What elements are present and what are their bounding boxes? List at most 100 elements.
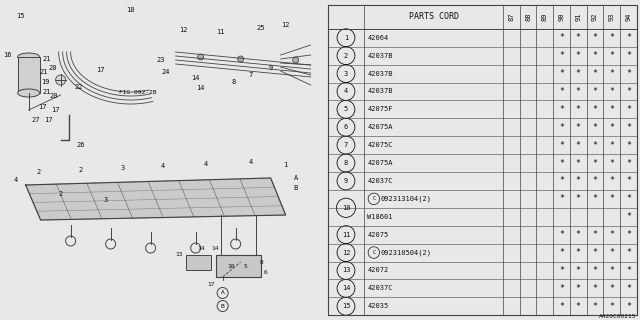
Text: 17: 17 bbox=[51, 107, 60, 113]
Text: C: C bbox=[372, 196, 376, 201]
Text: C: C bbox=[372, 250, 376, 255]
Text: *: * bbox=[593, 158, 598, 168]
Text: 16: 16 bbox=[3, 52, 12, 58]
Text: *: * bbox=[609, 248, 614, 257]
Text: *: * bbox=[576, 51, 580, 60]
Text: *: * bbox=[626, 123, 631, 132]
FancyBboxPatch shape bbox=[186, 255, 211, 270]
Text: 22: 22 bbox=[74, 84, 83, 90]
Circle shape bbox=[237, 56, 244, 62]
Text: *: * bbox=[609, 266, 614, 275]
Text: *: * bbox=[559, 266, 564, 275]
Text: 21: 21 bbox=[40, 69, 48, 75]
Text: *: * bbox=[559, 33, 564, 42]
Text: 42075: 42075 bbox=[367, 232, 388, 238]
Text: *: * bbox=[559, 284, 564, 293]
Text: *: * bbox=[593, 69, 598, 78]
Text: *: * bbox=[609, 230, 614, 239]
Text: *: * bbox=[576, 248, 580, 257]
Text: *: * bbox=[576, 194, 580, 203]
Text: *: * bbox=[576, 141, 580, 150]
Text: *: * bbox=[609, 194, 614, 203]
Text: 3: 3 bbox=[120, 165, 125, 171]
Text: 93: 93 bbox=[609, 12, 614, 21]
Text: 92: 92 bbox=[592, 12, 598, 21]
FancyBboxPatch shape bbox=[18, 57, 40, 93]
Text: 4: 4 bbox=[344, 88, 348, 94]
Text: *: * bbox=[609, 105, 614, 114]
Text: B: B bbox=[294, 185, 298, 191]
Text: *: * bbox=[559, 302, 564, 311]
Text: *: * bbox=[593, 266, 598, 275]
Text: *: * bbox=[593, 123, 598, 132]
Text: FIG 092-2B: FIG 092-2B bbox=[118, 90, 156, 94]
Text: 12: 12 bbox=[282, 22, 290, 28]
Text: A: A bbox=[294, 175, 298, 181]
Text: 4: 4 bbox=[204, 161, 208, 167]
Text: *: * bbox=[576, 33, 580, 42]
Text: 1: 1 bbox=[284, 162, 288, 168]
Text: *: * bbox=[626, 33, 631, 42]
Text: 26: 26 bbox=[76, 142, 85, 148]
Text: *: * bbox=[609, 141, 614, 150]
Text: 17: 17 bbox=[44, 117, 53, 123]
Text: 24: 24 bbox=[161, 69, 170, 75]
Text: *: * bbox=[626, 141, 631, 150]
Text: 42075F: 42075F bbox=[367, 106, 393, 112]
Text: A: A bbox=[221, 291, 225, 295]
Text: 17: 17 bbox=[97, 67, 105, 73]
Text: 15: 15 bbox=[342, 303, 350, 309]
Text: A420C00215: A420C00215 bbox=[599, 314, 637, 319]
Text: 092310504(2): 092310504(2) bbox=[381, 249, 432, 256]
Text: *: * bbox=[593, 230, 598, 239]
Text: 4: 4 bbox=[248, 159, 253, 165]
Ellipse shape bbox=[18, 89, 40, 97]
Text: *: * bbox=[559, 141, 564, 150]
Text: *: * bbox=[559, 230, 564, 239]
Text: PARTS CORD: PARTS CORD bbox=[408, 12, 459, 21]
Text: 2: 2 bbox=[79, 167, 83, 173]
Text: 21: 21 bbox=[42, 89, 51, 95]
Text: 7: 7 bbox=[248, 72, 253, 78]
Text: *: * bbox=[626, 302, 631, 311]
Text: *: * bbox=[626, 194, 631, 203]
Text: 10: 10 bbox=[227, 263, 234, 268]
Text: 14: 14 bbox=[197, 245, 204, 251]
Text: 8: 8 bbox=[344, 160, 348, 166]
Text: 42037B: 42037B bbox=[367, 53, 393, 59]
Text: *: * bbox=[576, 230, 580, 239]
Text: *: * bbox=[626, 230, 631, 239]
Text: *: * bbox=[609, 33, 614, 42]
Text: 94: 94 bbox=[625, 12, 632, 21]
Text: 1: 1 bbox=[344, 35, 348, 41]
Text: 4: 4 bbox=[13, 177, 18, 183]
Text: *: * bbox=[559, 69, 564, 78]
Text: *: * bbox=[576, 87, 580, 96]
Text: 13: 13 bbox=[342, 268, 350, 274]
Text: *: * bbox=[593, 105, 598, 114]
Text: 42037B: 42037B bbox=[367, 70, 393, 76]
Text: *: * bbox=[626, 212, 631, 221]
Text: 6: 6 bbox=[264, 269, 268, 275]
Text: 18: 18 bbox=[126, 7, 135, 13]
Text: 15: 15 bbox=[17, 13, 25, 19]
Text: 25: 25 bbox=[257, 25, 265, 31]
Text: 90: 90 bbox=[559, 12, 564, 21]
Text: 14: 14 bbox=[196, 85, 205, 91]
Text: *: * bbox=[626, 176, 631, 186]
Text: 11: 11 bbox=[216, 29, 225, 35]
Text: *: * bbox=[593, 176, 598, 186]
Text: *: * bbox=[626, 248, 631, 257]
Text: 11: 11 bbox=[342, 232, 350, 238]
Text: *: * bbox=[609, 69, 614, 78]
Text: *: * bbox=[626, 266, 631, 275]
Text: *: * bbox=[593, 51, 598, 60]
Text: *: * bbox=[576, 266, 580, 275]
Text: 10: 10 bbox=[342, 205, 350, 211]
Text: *: * bbox=[576, 176, 580, 186]
Text: 20: 20 bbox=[49, 93, 58, 99]
Text: 14: 14 bbox=[211, 245, 218, 251]
Text: 3: 3 bbox=[104, 197, 108, 203]
Text: 092313104(2): 092313104(2) bbox=[381, 196, 432, 202]
Text: *: * bbox=[609, 158, 614, 168]
